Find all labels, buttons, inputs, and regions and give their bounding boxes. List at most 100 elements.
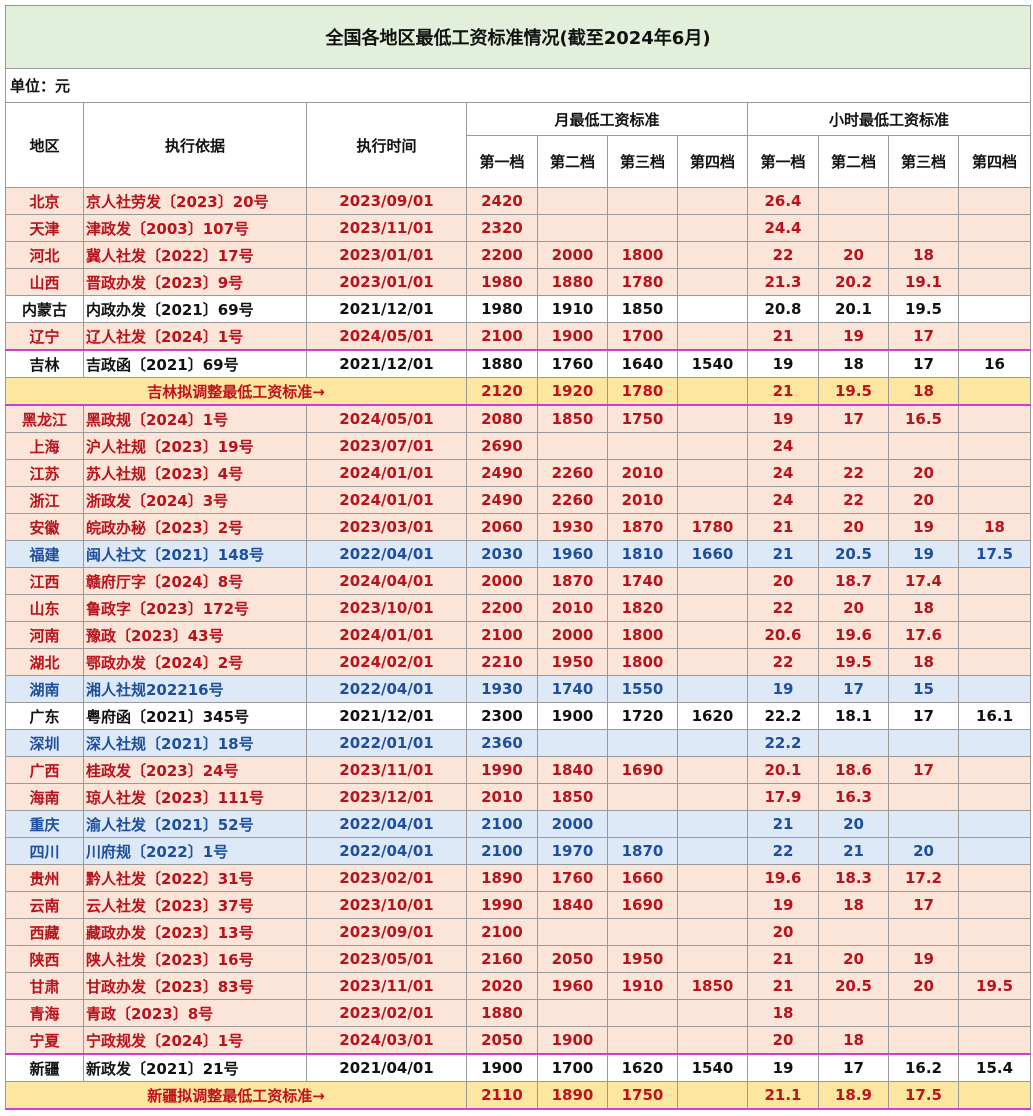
hourly-tier-1-cell: 19	[747, 349, 819, 378]
hourly-tier-3-cell	[888, 1026, 959, 1055]
hourly-tier-4-cell	[957, 295, 1032, 323]
monthly-tier-4-cell	[677, 268, 748, 296]
region-cell: 北京	[5, 187, 84, 215]
region-cell: 四川	[5, 837, 84, 865]
hourly-tier-1-cell: 21	[747, 322, 819, 351]
table-row: 江苏 苏人社规〔2023〕4号 2024/01/01 2490 2260 2010 24 22…	[5, 459, 1032, 487]
monthly-tier-4-cell: 1850	[677, 972, 748, 1000]
region-cell: 浙江	[5, 486, 84, 514]
monthly-tier-1-cell: 2100	[466, 322, 538, 351]
monthly-tier-2-cell: 1880	[537, 268, 608, 296]
date-cell: 2023/09/01	[306, 918, 467, 946]
hourly-tier-1-cell: 21	[747, 513, 819, 541]
monthly-tier-3-cell: 1690	[607, 891, 678, 919]
hourly-tier-4-cell	[957, 432, 1032, 460]
table-row: 黑龙江 黑政规〔2024〕1号 2024/05/01 2080 1850 1750 19 17…	[5, 404, 1032, 433]
monthly-tier-4-cell	[677, 459, 748, 487]
region-cell: 广东	[5, 702, 84, 730]
monthly-tier-2-cell: 2000	[537, 810, 608, 838]
region-cell: 广西	[5, 756, 84, 784]
monthly-tier-1-cell: 2120	[466, 377, 538, 406]
monthly-tier-1-cell: 2490	[466, 486, 538, 514]
monthly-tier-4-cell	[677, 891, 748, 919]
hourly-tier-4-cell	[957, 648, 1032, 676]
hourly-tier-4-cell	[957, 377, 1032, 406]
basis-cell: 宁政规发〔2024〕1号	[83, 1026, 307, 1055]
region-cell: 吉林	[5, 349, 84, 378]
monthly-tier-1-cell: 1880	[466, 999, 538, 1027]
hourly-tier-3-cell: 19	[888, 540, 959, 568]
hourly-tier-2-cell: 20	[818, 810, 889, 838]
region-cell: 青海	[5, 999, 84, 1027]
header-monthly-tier-3: 第三档	[607, 135, 678, 188]
monthly-tier-3-cell: 1780	[607, 377, 678, 406]
table-row: 江西 赣府厅字〔2024〕8号 2024/04/01 2000 1870 1740 20 18…	[5, 567, 1032, 595]
monthly-tier-3-cell	[607, 918, 678, 946]
region-cell: 重庆	[5, 810, 84, 838]
monthly-tier-1-cell: 2110	[466, 1081, 538, 1110]
monthly-tier-2-cell: 1950	[537, 648, 608, 676]
monthly-tier-4-cell: 1780	[677, 513, 748, 541]
table-row: 浙江 浙政发〔2024〕3号 2024/01/01 2490 2260 2010 24 22 2…	[5, 486, 1032, 514]
monthly-tier-1-cell: 1880	[466, 349, 538, 378]
minimum-wage-table-container: 全国各地区最低工资标准情况(截至2024年6月) 单位：元 地区 执行依据 执行…	[4, 5, 1032, 1110]
monthly-tier-3-cell: 1750	[607, 404, 678, 433]
table-row: 福建 闽人社文〔2021〕148号 2022/04/01 2030 1960 1810 16…	[5, 540, 1032, 568]
table-row: 四川 川府规〔2022〕1号 2022/04/01 2100 1970 1870 22 21 2…	[5, 837, 1032, 865]
monthly-tier-4-cell: 1540	[677, 349, 748, 378]
basis-cell: 黔人社发〔2022〕31号	[83, 864, 307, 892]
monthly-tier-3-cell	[607, 783, 678, 811]
monthly-tier-4-cell	[677, 214, 748, 242]
monthly-tier-3-cell: 1800	[607, 241, 678, 269]
header-hourly: 小时最低工资标准	[746, 102, 1032, 136]
hourly-tier-3-cell: 17.4	[888, 567, 959, 595]
monthly-tier-3-cell: 1820	[607, 594, 678, 622]
hourly-tier-2-cell	[818, 214, 889, 242]
hourly-tier-2-cell: 20	[818, 513, 889, 541]
monthly-tier-2-cell: 1920	[537, 377, 608, 406]
hourly-tier-1-cell: 24	[747, 459, 819, 487]
hourly-tier-2-cell: 20.2	[818, 268, 889, 296]
hourly-tier-4-cell	[957, 459, 1032, 487]
hourly-tier-4-cell	[957, 621, 1032, 649]
monthly-tier-1-cell: 1890	[466, 864, 538, 892]
hourly-tier-3-cell: 18	[888, 241, 959, 269]
hourly-tier-2-cell: 22	[818, 486, 889, 514]
date-cell: 2022/04/01	[306, 810, 467, 838]
hourly-tier-1-cell: 21.3	[747, 268, 819, 296]
monthly-tier-2-cell: 1900	[537, 322, 608, 351]
basis-cell: 赣府厅字〔2024〕8号	[83, 567, 307, 595]
monthly-tier-4-cell	[677, 999, 748, 1027]
hourly-tier-4-cell	[957, 837, 1032, 865]
monthly-tier-3-cell: 1870	[607, 513, 678, 541]
date-cell: 2023/09/01	[306, 187, 467, 215]
date-cell: 2021/04/01	[306, 1053, 467, 1082]
basis-cell: 京人社劳发〔2023〕20号	[83, 187, 307, 215]
monthly-tier-2-cell	[537, 187, 608, 215]
monthly-tier-4-cell	[677, 918, 748, 946]
monthly-tier-2-cell: 1840	[537, 891, 608, 919]
monthly-tier-4-cell: 1540	[677, 1053, 748, 1082]
monthly-tier-3-cell	[607, 1026, 678, 1055]
basis-cell: 琼人社发〔2023〕111号	[83, 783, 307, 811]
header-region: 地区	[5, 102, 84, 188]
hourly-tier-2-cell: 21	[818, 837, 889, 865]
basis-cell: 深人社规〔2021〕18号	[83, 729, 307, 757]
hourly-tier-3-cell: 17.2	[888, 864, 959, 892]
monthly-tier-1-cell: 2300	[466, 702, 538, 730]
monthly-tier-1-cell: 2060	[466, 513, 538, 541]
table-row: 西藏 藏政办发〔2023〕13号 2023/09/01 2100 20	[5, 918, 1032, 946]
monthly-tier-3-cell: 1910	[607, 972, 678, 1000]
date-cell: 2021/12/01	[306, 349, 467, 378]
hourly-tier-3-cell: 16.5	[888, 404, 959, 433]
monthly-tier-1-cell: 1930	[466, 675, 538, 703]
monthly-tier-3-cell: 1850	[607, 295, 678, 323]
monthly-tier-1-cell: 2010	[466, 783, 538, 811]
hourly-tier-2-cell	[818, 918, 889, 946]
monthly-tier-4-cell	[677, 756, 748, 784]
hourly-tier-1-cell: 21.1	[747, 1081, 819, 1110]
date-cell: 2023/10/01	[306, 594, 467, 622]
hourly-tier-4-cell	[957, 567, 1032, 595]
hourly-tier-2-cell: 19.5	[818, 648, 889, 676]
basis-cell: 甘政办发〔2023〕83号	[83, 972, 307, 1000]
